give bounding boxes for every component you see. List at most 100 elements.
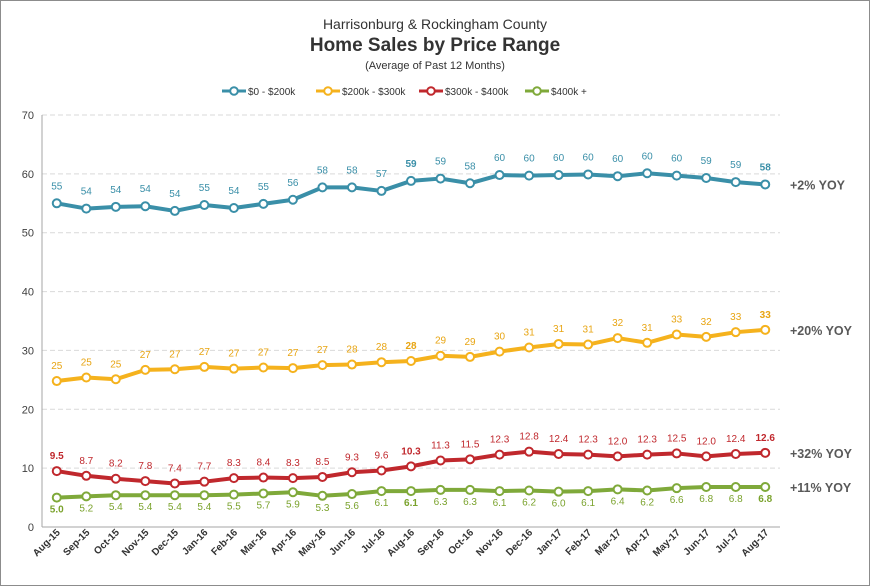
- data-label: 10.3: [401, 446, 421, 457]
- data-label: 9.5: [50, 451, 64, 462]
- data-label: 8.7: [79, 456, 93, 467]
- data-label: 5.4: [197, 502, 211, 513]
- data-label: 27: [317, 345, 329, 356]
- x-tick-label: Feb-16: [209, 527, 240, 558]
- legend-marker: [230, 87, 238, 95]
- data-label: 28: [405, 341, 417, 352]
- data-point: [732, 328, 740, 336]
- data-label: 58: [346, 165, 358, 176]
- data-point: [318, 473, 326, 481]
- x-tick-label: May-17: [651, 527, 683, 559]
- data-label: 54: [140, 184, 152, 195]
- data-point: [259, 474, 267, 482]
- data-label: 55: [258, 182, 270, 193]
- data-point: [112, 375, 120, 383]
- legend-label: $200k - $300k: [342, 87, 406, 98]
- data-point: [289, 488, 297, 496]
- data-point: [466, 353, 474, 361]
- data-label: 12.5: [667, 433, 687, 444]
- data-label: 59: [730, 160, 742, 171]
- data-label: 58: [760, 162, 772, 173]
- data-point: [141, 491, 149, 499]
- data-point: [200, 478, 208, 486]
- data-point: [584, 487, 592, 495]
- data-point: [289, 196, 297, 204]
- data-label: 8.3: [286, 458, 300, 469]
- data-point: [171, 491, 179, 499]
- data-point: [673, 172, 681, 180]
- data-label: 8.3: [227, 458, 241, 469]
- y-tick-label: 10: [22, 463, 34, 475]
- yoy-label: +2% YOY: [790, 178, 846, 192]
- data-label: 12.4: [549, 434, 569, 445]
- data-point: [437, 486, 445, 494]
- series-line: [57, 330, 765, 381]
- data-point: [53, 377, 61, 385]
- data-point: [437, 456, 445, 464]
- data-point: [614, 485, 622, 493]
- data-label: 54: [228, 186, 240, 197]
- data-point: [377, 358, 385, 366]
- data-point: [555, 171, 563, 179]
- data-point: [732, 483, 740, 491]
- data-label: 9.6: [375, 450, 389, 461]
- x-tick-label: Aug-16: [385, 527, 417, 559]
- data-label: 54: [81, 187, 93, 198]
- data-point: [466, 455, 474, 463]
- legend-marker: [533, 87, 541, 95]
- data-label: 31: [553, 324, 565, 335]
- data-label: 25: [51, 361, 63, 372]
- data-point: [318, 183, 326, 191]
- data-point: [230, 474, 238, 482]
- data-label: 58: [464, 161, 476, 172]
- data-label: 11.3: [431, 440, 450, 451]
- data-point: [259, 489, 267, 497]
- data-label: 25: [110, 359, 122, 370]
- data-point: [141, 202, 149, 210]
- data-point: [171, 479, 179, 487]
- data-label: 6.1: [375, 498, 389, 509]
- y-tick-label: 50: [22, 228, 34, 240]
- x-tick-label: Aug-15: [31, 527, 63, 559]
- data-point: [407, 487, 415, 495]
- x-tick-label: Oct-15: [92, 527, 122, 557]
- data-point: [53, 199, 61, 207]
- y-tick-label: 70: [22, 110, 34, 122]
- data-label: 27: [228, 349, 240, 360]
- x-tick-label: May-16: [297, 527, 329, 559]
- data-label: 5.7: [256, 500, 270, 511]
- data-point: [761, 326, 769, 334]
- data-label: 6.0: [552, 499, 566, 510]
- data-point: [259, 200, 267, 208]
- data-label: 7.8: [138, 461, 152, 472]
- data-label: 60: [524, 154, 536, 165]
- data-label: 29: [435, 336, 447, 347]
- data-point: [525, 448, 533, 456]
- x-tick-label: Apr-17: [623, 527, 653, 557]
- data-point: [525, 172, 533, 180]
- data-label: 28: [346, 345, 358, 356]
- data-label: 8.4: [256, 458, 270, 469]
- yoy-label: +11% YOY: [790, 481, 852, 495]
- x-tick-label: Aug-17: [740, 527, 772, 559]
- y-tick-label: 40: [22, 287, 34, 299]
- data-label: 5.0: [50, 505, 64, 516]
- data-point: [643, 339, 651, 347]
- data-label: 27: [287, 348, 299, 359]
- legend-label: $300k - $400k: [445, 87, 509, 98]
- data-label: 7.4: [168, 463, 182, 474]
- y-tick-label: 60: [22, 169, 34, 181]
- data-label: 33: [671, 315, 683, 326]
- x-tick-label: Feb-17: [564, 527, 595, 558]
- y-tick-label: 30: [22, 345, 34, 357]
- data-point: [112, 475, 120, 483]
- data-point: [230, 204, 238, 212]
- data-point: [584, 341, 592, 349]
- x-tick-label: Jun-17: [682, 527, 713, 558]
- data-label: 5.9: [286, 499, 300, 510]
- data-point: [584, 451, 592, 459]
- x-tick-label: Jan-17: [535, 527, 565, 557]
- data-label: 5.2: [79, 503, 93, 514]
- data-point: [230, 491, 238, 499]
- data-label: 12.0: [608, 436, 628, 447]
